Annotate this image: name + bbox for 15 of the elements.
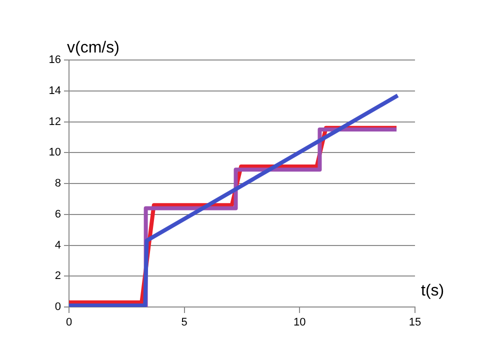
y-tick-label: 14 [48, 84, 61, 97]
y-tick-label: 10 [48, 146, 61, 159]
y-tick-label: 2 [54, 270, 61, 282]
x-tick-label: 15 [408, 316, 422, 329]
x-tick-label: 10 [294, 316, 306, 329]
y-tick-label: 0 [54, 301, 61, 314]
y-tick-label: 12 [48, 116, 61, 128]
y-axis-title: v(cm/s) [67, 39, 120, 56]
x-tick-label: 0 [66, 316, 72, 329]
y-tick-label: 16 [48, 54, 61, 66]
x-axis-title: t(s) [421, 282, 444, 300]
y-tick-label: 6 [54, 208, 61, 220]
x-tick-label: 5 [181, 316, 188, 329]
y-tick-label: 8 [54, 178, 61, 190]
y-tick-label: 4 [54, 239, 61, 252]
